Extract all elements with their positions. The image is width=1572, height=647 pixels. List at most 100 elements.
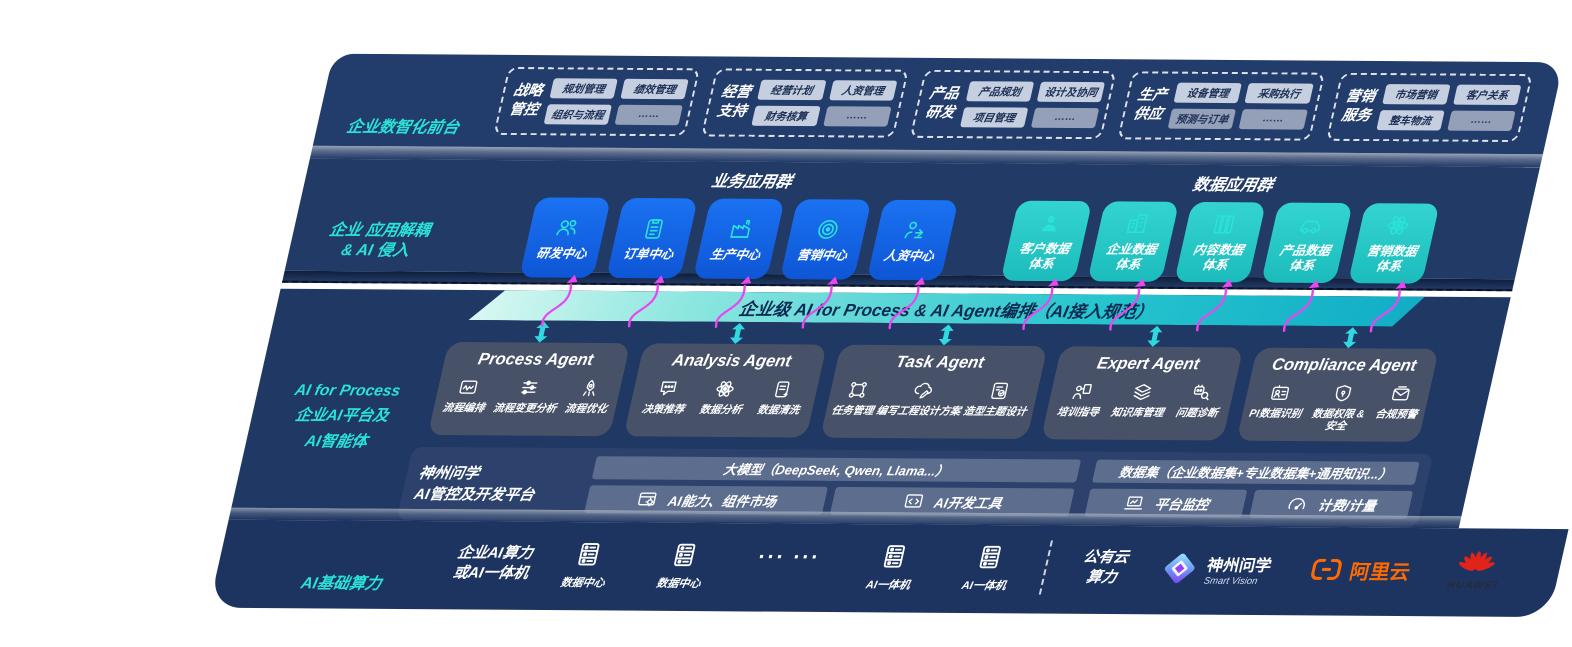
ai-platform-title-line3: AI智能体 xyxy=(303,433,370,451)
agent-item: 流程优化 xyxy=(564,377,614,415)
task-nodes-icon xyxy=(844,379,871,401)
group-pills: 产品规划 设计及协同 项目管理…… xyxy=(959,81,1106,129)
magenta-flow-arrow xyxy=(1022,278,1059,331)
business-app-box: 生产中心 xyxy=(692,198,785,328)
doc-clean-icon xyxy=(770,378,797,400)
agent-cards: Process Agent 流程编排 流程变更分析 流程优化 Analysis Agen… xyxy=(427,321,1440,443)
dev-platform-label-line2: AI管控及开发平台 xyxy=(412,485,537,504)
magenta-flow-arrow xyxy=(1109,278,1146,331)
function-pill: …… xyxy=(1030,107,1100,129)
customer-person-icon xyxy=(1035,210,1067,236)
front-office-group-2: 经营 支持 经营计划 人资管理 财务核算…… xyxy=(701,68,909,138)
infra-title: AI基础算力 xyxy=(299,575,383,593)
vendor-logos: 神州问学 Smart Vision 阿里云 HUAWEI xyxy=(1156,548,1506,591)
training-icon xyxy=(1069,380,1096,402)
agent-item: 问题诊断 xyxy=(1174,381,1224,419)
agent-item-label: 流程变更分析 xyxy=(491,402,558,415)
agent-item-label: 数据权限 & 安全 xyxy=(1310,408,1366,433)
infra-node: AI一体机 xyxy=(864,541,919,592)
agent-item: 任务管理 xyxy=(830,379,880,417)
agent-item-label: 编写工程设计方案 xyxy=(875,405,962,418)
front-office-label-block: 企业数智化前台 xyxy=(313,54,505,147)
front-office-group-4: 生产 供应 设备管理 采购执行 预测与订单…… xyxy=(1117,71,1325,141)
agent-items: 任务管理 编写工程设计方案 造型主题设计 xyxy=(830,379,1033,418)
infra-node-label: 数据中心 xyxy=(559,576,607,589)
magenta-flow-arrow xyxy=(714,275,752,328)
magenta-flow-arrow xyxy=(627,275,665,328)
target-icon xyxy=(812,216,844,242)
decoupling-title-line2: & AI 侵入 xyxy=(339,242,411,260)
enterprise-building-icon xyxy=(1121,210,1153,236)
function-pill: 组织与流程 xyxy=(543,104,613,125)
server-icon xyxy=(972,541,1009,571)
magenta-flow-arrow xyxy=(1282,279,1320,332)
data-app-box: 营销数据 体系 xyxy=(1347,203,1440,333)
platform-cell-label: AI开发工具 xyxy=(932,495,1004,512)
platform-cell-label: 计费/计量 xyxy=(1316,498,1378,514)
agent-item: 造型主题设计 xyxy=(962,380,1033,419)
teal-double-arrow xyxy=(1147,325,1162,347)
enterprise-compute-label: 企业AI算力 或AI一体机 xyxy=(451,543,535,584)
server-icon xyxy=(571,539,608,569)
teal-double-arrow xyxy=(730,322,746,344)
design-board-icon xyxy=(986,380,1013,402)
function-pill: 市场营销 xyxy=(1381,84,1451,105)
dataset-header: 数据集（企业数据集+专业数据集+通用知识...） xyxy=(1091,459,1420,486)
compute-line2: 或AI一体机 xyxy=(451,564,531,582)
agent-title: Compliance Agent xyxy=(1270,355,1419,375)
server-icon xyxy=(667,539,704,569)
band-infrastructure: AI基础算力 企业AI算力 或AI一体机 数据中心 数据中心 ··· ··· AI一体… xyxy=(208,519,1569,618)
vendor-text: 神州问学 Smart Vision xyxy=(1203,551,1275,586)
agent-card: Expert Agent 培训指导 知识库管理 问题诊断 xyxy=(1040,325,1244,441)
platform-cell: 计费/计量 xyxy=(1249,489,1414,520)
platform-cell: 平台监控 xyxy=(1084,488,1248,518)
function-pill: 经营计划 xyxy=(757,79,827,101)
mail-alert-icon xyxy=(1387,383,1414,405)
group-name: 生产 供应 xyxy=(1131,87,1169,123)
function-pill: …… xyxy=(1447,110,1516,132)
agent-title: Task Agent xyxy=(894,353,986,372)
function-pill: 绩效管理 xyxy=(620,78,690,100)
dataset-block: 数据集（企业数据集+专业数据集+通用知识...） 平台监控 计费/计量 xyxy=(1084,459,1420,520)
front-office-title: 企业数智化前台 xyxy=(344,118,461,137)
group-name: 战略 管控 xyxy=(507,83,545,119)
group-pills: 经营计划 人资管理 财务核算…… xyxy=(751,79,898,127)
app-box-label: 内容数据 体系 xyxy=(1191,243,1245,273)
ellipsis-more: ··· ··· xyxy=(755,545,823,569)
data-app-box: 客户数据 体系 xyxy=(1000,200,1093,331)
decoupling-title-line1: 企业 应用解耦 xyxy=(327,221,432,240)
cloud-line1: 公有云 xyxy=(1081,548,1131,566)
function-pill: …… xyxy=(614,104,684,126)
infra-label-block: AI基础算力 xyxy=(264,531,428,594)
platform-cell: AI开发工具 xyxy=(830,487,1075,517)
id-card-icon xyxy=(1266,382,1293,404)
platform-cell-label: AI能力、组件市场 xyxy=(666,493,778,510)
front-office-groups: 战略 管控 规划管理 绩效管理 组织与流程…… 经营 支持 经营计划 人资管理 财务核算…… 产品研… xyxy=(493,66,1533,143)
group-name: 经营 支持 xyxy=(715,84,753,120)
molecule-icon xyxy=(361,174,415,218)
front-office-group-1: 战略 管控 规划管理 绩效管理 组织与流程…… xyxy=(493,66,701,137)
agent-item-label: 数据清洗 xyxy=(756,404,801,417)
gauge-icon xyxy=(1284,493,1311,515)
market-gear-icon xyxy=(634,489,661,511)
app-box-label: 客户数据 体系 xyxy=(1018,241,1072,272)
agent-card: Analysis Agent 决策推荐 数据分析 数据清洗 xyxy=(623,322,827,438)
magenta-flow-arrow xyxy=(1196,279,1233,332)
compute-line1: 企业AI算力 xyxy=(455,544,535,562)
public-cloud-label: 公有云 算力 xyxy=(1077,547,1131,588)
app-box-label: 企业数据 体系 xyxy=(1104,242,1158,272)
business-app-box: 营销中心 xyxy=(779,199,872,329)
atom-icon xyxy=(712,378,739,400)
huawei-logo-icon xyxy=(1456,550,1498,578)
infra-node: 数据中心 xyxy=(559,539,614,590)
group-name: 营销 服务 xyxy=(1339,88,1377,125)
data-app-group-title: 数据应用群 xyxy=(1190,176,1275,195)
sliders-icon xyxy=(516,377,543,399)
vendor-logo: 阿里云 xyxy=(1307,555,1413,585)
agent-item-label: 决策推荐 xyxy=(640,403,686,416)
magenta-flow-arrow xyxy=(888,277,925,330)
server-icon xyxy=(876,541,913,571)
agent-item-label: 造型主题设计 xyxy=(962,405,1028,419)
function-pill: 项目管理 xyxy=(959,107,1029,128)
app-box-label: 营销数据 体系 xyxy=(1365,244,1419,274)
